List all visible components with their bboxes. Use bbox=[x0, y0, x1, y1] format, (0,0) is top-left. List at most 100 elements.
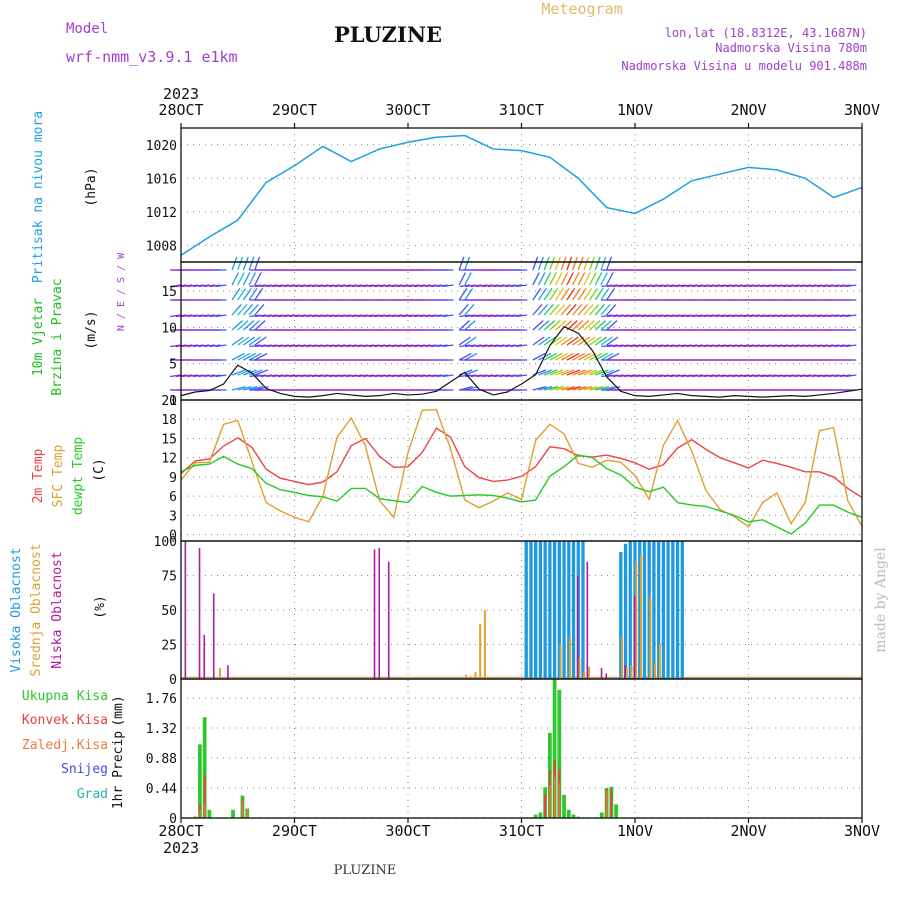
wind-barb bbox=[782, 344, 794, 348]
wind-barb bbox=[571, 256, 578, 271]
wind-barb bbox=[543, 336, 557, 346]
svg-text:Snijeg: Snijeg bbox=[61, 762, 108, 777]
svg-text:(%): (%) bbox=[93, 595, 108, 618]
wind-barb bbox=[703, 314, 715, 318]
wind-barb bbox=[845, 314, 857, 318]
grid-layer bbox=[181, 128, 862, 818]
wind-barb bbox=[572, 320, 584, 331]
wind-barb bbox=[782, 374, 794, 378]
wind-barb bbox=[464, 256, 471, 271]
wind-barb bbox=[408, 284, 420, 288]
wind-barb bbox=[538, 385, 553, 391]
wind-barb bbox=[231, 369, 246, 376]
wind-barb bbox=[646, 314, 658, 318]
wind-barb bbox=[260, 344, 272, 348]
wind-barb bbox=[459, 344, 471, 348]
wind-barb bbox=[408, 314, 420, 318]
wind-barb bbox=[414, 284, 426, 288]
wind-barb bbox=[283, 344, 295, 348]
wind-barb bbox=[408, 344, 420, 348]
wind-barb bbox=[663, 314, 675, 318]
wind-barb bbox=[458, 272, 467, 286]
wind-barb bbox=[414, 314, 426, 318]
wind-barb bbox=[328, 284, 340, 288]
wind-barb bbox=[549, 369, 564, 376]
panel-frame bbox=[180, 261, 863, 401]
model-label: Model bbox=[66, 21, 108, 37]
wind-barb bbox=[578, 369, 592, 376]
y-tick-label: 0 bbox=[169, 673, 177, 688]
wind-barb bbox=[760, 284, 772, 288]
wind-barb bbox=[487, 284, 499, 288]
wind-barb bbox=[594, 272, 603, 286]
wind-barb bbox=[464, 304, 475, 316]
wind-barb bbox=[794, 344, 806, 348]
wind-barb bbox=[311, 284, 323, 288]
wind-barb bbox=[402, 284, 414, 288]
wind-barb bbox=[464, 288, 474, 301]
wind-barb bbox=[799, 344, 812, 348]
wind-barb bbox=[555, 385, 570, 391]
wind-barb bbox=[748, 314, 760, 318]
wind-barb bbox=[811, 284, 823, 288]
total-precip-bar bbox=[614, 804, 618, 818]
wind-barb bbox=[192, 374, 204, 378]
wind-barb bbox=[231, 352, 245, 361]
wind-barb bbox=[255, 284, 267, 288]
wind-barb bbox=[397, 344, 409, 348]
wind-barb bbox=[572, 288, 581, 301]
wind-barb bbox=[754, 344, 766, 348]
wind-barb bbox=[618, 314, 630, 318]
wind-barb bbox=[560, 272, 569, 286]
mid-cloud-bar bbox=[635, 561, 638, 679]
wind-barb bbox=[323, 374, 335, 378]
svg-text:Zaledj.Kisa: Zaledj.Kisa bbox=[22, 738, 108, 753]
wind-barb bbox=[537, 256, 544, 271]
wind-barb bbox=[839, 284, 851, 288]
wind-barb bbox=[589, 272, 597, 286]
wind-panel bbox=[170, 256, 863, 398]
wind-barb bbox=[663, 344, 675, 348]
wind-barb bbox=[385, 344, 397, 348]
wind-barb bbox=[589, 369, 603, 376]
wind-barb bbox=[618, 344, 630, 348]
wind-barb bbox=[254, 272, 262, 286]
wind-barb bbox=[272, 284, 284, 288]
wind-barb bbox=[459, 284, 471, 288]
wind-barb bbox=[839, 314, 851, 318]
wind-barb bbox=[572, 385, 587, 391]
wind-barb bbox=[266, 344, 278, 348]
wind-barb bbox=[635, 344, 647, 348]
wind-barb bbox=[743, 314, 755, 318]
high-cloud-bar bbox=[567, 541, 571, 679]
wind-barb bbox=[374, 314, 386, 318]
wind-barb bbox=[663, 374, 675, 378]
wind-barb bbox=[743, 374, 755, 378]
wind-barb bbox=[833, 374, 846, 378]
wind-barb bbox=[487, 344, 499, 348]
wind-barb bbox=[748, 344, 760, 348]
mid-cloud-bar bbox=[479, 623, 482, 679]
wind-barb bbox=[588, 256, 595, 271]
wind-barb bbox=[675, 374, 687, 378]
wind-barb bbox=[266, 314, 278, 318]
pressure-ylabel: Pritisak na nivou mora (hPa) bbox=[31, 111, 99, 283]
wind-barb bbox=[362, 284, 375, 288]
mid-cloud-bar bbox=[559, 644, 562, 679]
low-cloud-bar bbox=[387, 561, 390, 679]
wind-barb bbox=[402, 344, 414, 348]
wind-barb bbox=[577, 320, 590, 331]
temperature-ylabel: 2m Temp SFC Temp dewpt Temp (C) bbox=[31, 437, 107, 515]
wind-barb bbox=[260, 374, 272, 378]
wind-barb bbox=[345, 374, 358, 378]
wind-barb bbox=[198, 374, 210, 378]
wind-barb bbox=[652, 284, 664, 288]
wind-barb bbox=[601, 344, 613, 348]
wind-barb bbox=[726, 314, 738, 318]
wind-barb bbox=[765, 344, 777, 348]
svg-text:(m/s): (m/s) bbox=[84, 310, 99, 349]
wind-barb bbox=[583, 336, 596, 346]
wind-barb bbox=[680, 344, 692, 348]
cloud-ylabel: Visoka Oblacnost Srednja Oblacnost Niska… bbox=[9, 543, 108, 676]
wind-barb bbox=[431, 374, 443, 378]
